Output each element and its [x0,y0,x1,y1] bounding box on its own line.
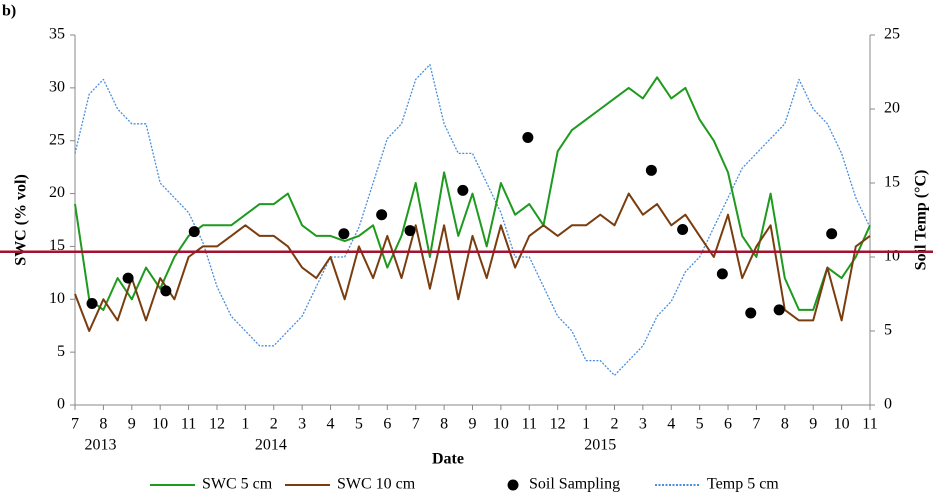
x-tick-label: 10 [493,416,509,433]
sampling-point [376,209,388,221]
x-tick-label: 8 [440,416,448,433]
x-tick-label: 6 [383,416,391,433]
y-tick-label: 30 [49,79,65,96]
legend-label: SWC 10 cm [337,476,416,493]
x-tick-label: 2 [270,416,278,433]
sampling-point [677,224,689,236]
x-tick-label: 5 [355,416,363,433]
sampling-point [457,184,469,196]
sampling-point [645,164,657,176]
y-tick-label: 0 [57,396,65,413]
y-tick-label: 15 [49,237,65,254]
x-tick-label: 2 [610,416,618,433]
sampling-point [773,304,785,316]
y-tick-label: 25 [49,131,65,148]
x-tick-label: 10 [834,416,850,433]
sampling-point [188,226,200,238]
x-tick-label: 12 [209,416,225,433]
x-tick-label: 6 [724,416,732,433]
x-tick-label: 4 [667,416,675,433]
y2-tick-label: 20 [884,100,900,117]
x-tick-label: 3 [298,416,306,433]
y2-tick-label: 0 [884,396,892,413]
x-tick-label: 9 [469,416,477,433]
x-tick-label: 1 [582,416,590,433]
sampling-point [160,285,172,297]
x-tick-label: 10 [152,416,168,433]
y-tick-label: 20 [49,184,65,201]
sampling-point [522,132,534,144]
legend-marker [507,479,519,491]
series-line [74,63,871,377]
year-label: 2014 [255,437,287,454]
year-label: 2015 [584,437,616,454]
legend-label: Temp 5 cm [707,476,779,493]
sampling-point [338,228,350,240]
x-tick-label: 4 [327,416,335,433]
legend-label: Soil Sampling [529,476,620,493]
sampling-point [826,228,838,240]
x-tick-label: 8 [781,416,789,433]
x-tick-label: 7 [71,416,79,433]
x-tick-label: 7 [412,416,420,433]
y2-axis-title: Soil Temp (°C) [913,170,930,271]
x-tick-label: 8 [99,416,107,433]
x-tick-label: 7 [752,416,760,433]
x-tick-label: 9 [809,416,817,433]
x-tick-label: 5 [696,416,704,433]
series-line [74,76,871,311]
series-line [74,192,871,332]
y2-tick-label: 25 [884,26,900,43]
sampling-point [122,272,134,284]
sampling-point [716,268,728,280]
y-axis-title: SWC (% vol) [13,174,30,266]
x-tick-label: 11 [862,416,877,433]
x-axis-title: Date [432,451,464,468]
panel-label: b) [2,3,16,20]
x-tick-label: 12 [550,416,566,433]
sampling-point [86,298,98,310]
x-tick-label: 3 [639,416,647,433]
sampling-point [404,225,416,237]
y-tick-label: 10 [49,290,65,307]
y-tick-label: 5 [57,343,65,360]
sampling-point [745,307,757,319]
y2-tick-label: 5 [884,322,892,339]
y-tick-label: 35 [49,26,65,43]
legend-label: SWC 5 cm [202,476,273,493]
x-tick-label: 11 [522,416,537,433]
x-tick-label: 9 [128,416,136,433]
y2-tick-label: 15 [884,174,900,191]
year-label: 2013 [85,437,117,454]
y2-tick-label: 10 [884,248,900,265]
x-tick-label: 11 [181,416,196,433]
x-tick-label: 1 [241,416,249,433]
